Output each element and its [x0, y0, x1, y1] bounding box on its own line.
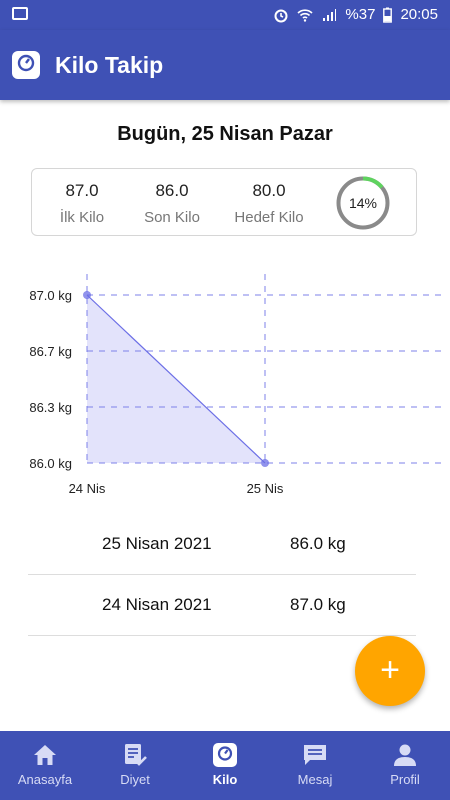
scale-icon	[213, 743, 237, 767]
chart-y-tick-label: 86.7 kg	[29, 344, 72, 359]
target-weight-label: Hedef Kilo	[234, 209, 304, 226]
wifi-icon	[297, 8, 313, 22]
progress-text: 14%	[349, 195, 377, 211]
nav-label-home: Anasayfa	[17, 772, 73, 787]
nav-label-weight: Kilo	[212, 772, 238, 787]
bottom-nav: Anasayfa Diyet Kilo Mesaj Profil	[0, 731, 450, 800]
nav-item-weight[interactable]: Kilo	[180, 731, 270, 800]
chart-x-tick-label: 25 Nis	[247, 481, 284, 496]
battery-percent: %37	[345, 6, 376, 23]
weight-chart: 87.0 kg 86.7 kg 86.3 kg 86.0 kg 24 Nis 25 Nis	[29, 274, 445, 496]
first-weight-label: İlk Kilo	[59, 209, 105, 226]
diet-list-icon	[125, 744, 147, 766]
chart-point	[261, 459, 269, 467]
record-weight: 86.0 kg	[290, 534, 346, 553]
scale-icon	[12, 51, 40, 79]
nav-item-home[interactable]: Anasayfa	[0, 731, 90, 800]
first-weight-value: 87.0	[65, 181, 99, 200]
nav-item-message[interactable]: Mesaj	[270, 731, 360, 800]
chart-y-tick-label: 87.0 kg	[29, 288, 72, 303]
signal-icon	[323, 8, 337, 21]
nav-item-diet[interactable]: Diyet	[90, 731, 180, 800]
status-bar: %37 20:05	[0, 0, 450, 30]
chart-point	[83, 291, 91, 299]
stat-first: 87.0 İlk Kilo	[50, 181, 114, 226]
stat-last: 86.0 Son Kilo	[136, 181, 208, 226]
chart-x-tick-label: 24 Nis	[69, 481, 106, 496]
add-weight-button[interactable]: +	[355, 636, 425, 706]
app-title: Kilo Takip	[55, 52, 164, 78]
progress-arc	[336, 176, 390, 230]
last-weight-value: 86.0	[155, 181, 189, 200]
stat-target: 80.0 Hedef Kilo	[228, 181, 310, 226]
last-weight-label: Son Kilo	[144, 209, 200, 226]
clock: 20:05	[400, 6, 438, 23]
person-icon	[394, 744, 416, 766]
status-right: %37 20:05	[273, 6, 438, 23]
gallery-icon	[12, 7, 28, 20]
alarm-icon	[274, 9, 288, 22]
battery-icon	[383, 7, 393, 23]
record-weight: 87.0 kg	[290, 595, 346, 614]
stats-card: 87.0 İlk Kilo 86.0 Son Kilo 80.0 Hedef K…	[31, 168, 417, 236]
message-icon	[304, 745, 326, 765]
record-date: 24 Nisan 2021	[102, 595, 212, 614]
record-date: 25 Nisan 2021	[102, 534, 212, 553]
record-row[interactable]: 24 Nisan 2021 87.0 kg	[28, 575, 416, 636]
chart-series-line	[86, 294, 266, 464]
home-icon	[34, 745, 56, 765]
app-bar: Kilo Takip	[0, 30, 450, 100]
nav-label-diet: Diyet	[120, 772, 150, 787]
progress-ring: 14%	[336, 176, 390, 230]
nav-label-profile: Profil	[390, 772, 420, 787]
date-title: Bugün, 25 Nisan Pazar	[117, 123, 333, 145]
chart-y-tick-label: 86.0 kg	[29, 456, 72, 471]
record-row[interactable]: 25 Nisan 2021 86.0 kg	[28, 514, 416, 575]
weight-records: 25 Nisan 2021 86.0 kg 24 Nisan 2021 87.0…	[28, 514, 416, 636]
nav-label-message: Mesaj	[297, 772, 333, 787]
chart-y-tick-label: 86.3 kg	[29, 400, 72, 415]
target-weight-value: 80.0	[252, 181, 286, 200]
nav-item-profile[interactable]: Profil	[360, 731, 450, 800]
